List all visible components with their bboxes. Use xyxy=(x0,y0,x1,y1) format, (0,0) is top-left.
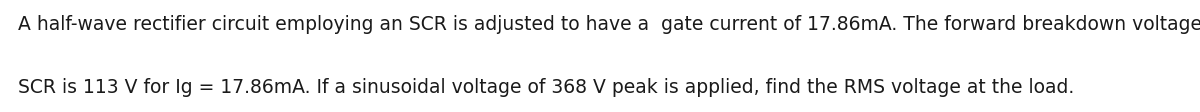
Text: SCR is 113 V for Ig = 17.86mA. If a sinusoidal voltage of 368 V peak is applied,: SCR is 113 V for Ig = 17.86mA. If a sinu… xyxy=(18,78,1074,97)
Text: A half-wave rectifier circuit employing an SCR is adjusted to have a  gate curre: A half-wave rectifier circuit employing … xyxy=(18,15,1200,34)
